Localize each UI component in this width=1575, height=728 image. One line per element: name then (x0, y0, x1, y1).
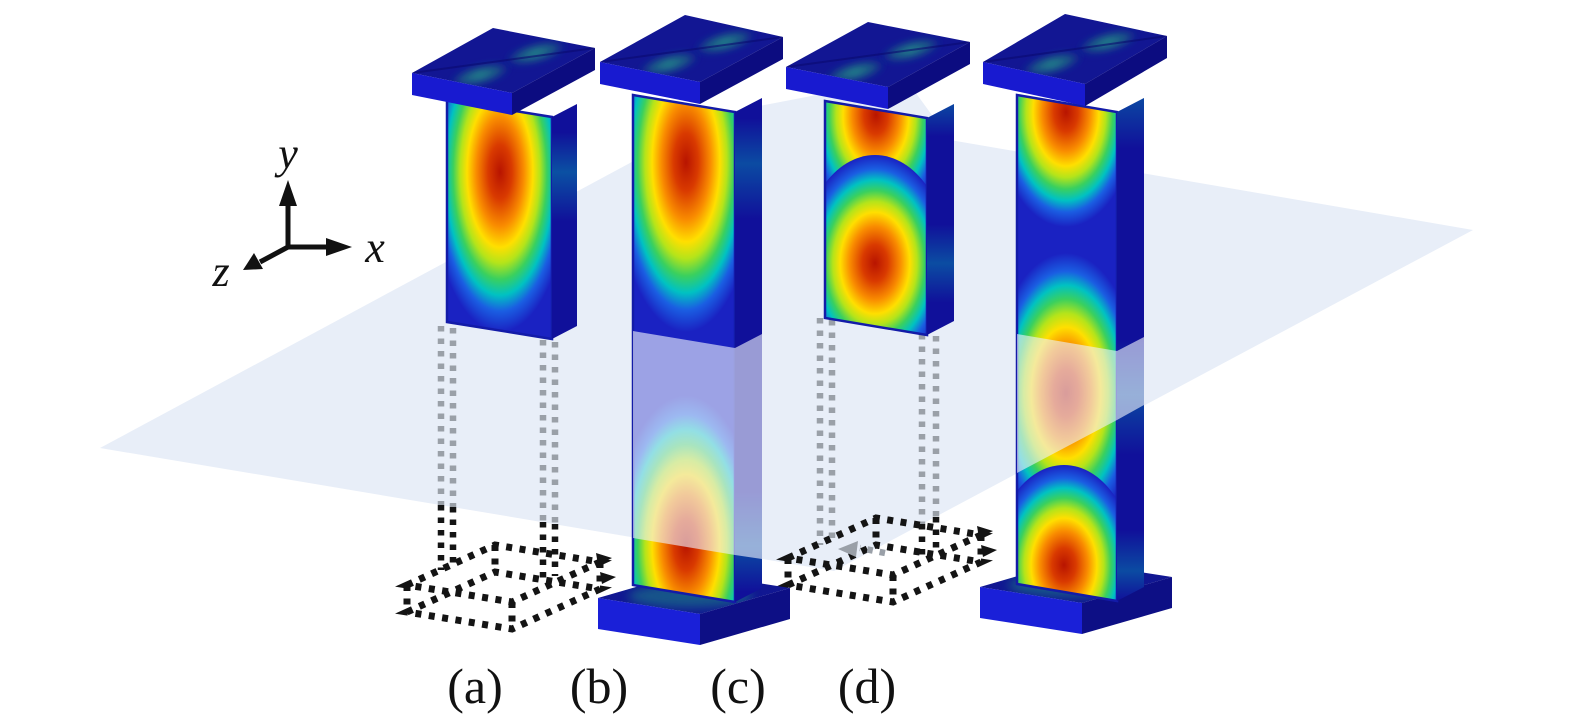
plane-overlay-on-b (633, 331, 762, 559)
top-plate-d (983, 14, 1167, 106)
panel-caption-a: (a) (447, 658, 503, 714)
pillar-c-body (823, 99, 954, 337)
pillar-a (412, 28, 595, 341)
axis-label-x: x (364, 223, 385, 272)
dashed-base-outline-a (395, 541, 612, 633)
axis-label-y: y (274, 129, 298, 178)
panel-caption-b: (b) (570, 658, 628, 714)
pillar-d (980, 14, 1172, 634)
arrow-marks-c (838, 526, 997, 557)
projection-lines-c (816, 318, 940, 558)
pillar-c (786, 22, 970, 337)
top-plate-c (786, 22, 970, 109)
pillar-b (598, 15, 790, 645)
top-plate-b (600, 15, 783, 104)
cut-plane (100, 78, 1473, 571)
mode-face-a (447, 100, 552, 339)
mode-face-c (825, 101, 927, 335)
panel-caption-c: (c) (710, 658, 766, 714)
panel-caption-d: (d) (838, 658, 896, 714)
arrow-marks-a (596, 553, 616, 584)
plane-overlay-on-d (1017, 334, 1144, 473)
projection-lines-a (437, 326, 559, 578)
pillar-a-body (445, 98, 577, 341)
top-plate-a (412, 28, 595, 115)
axis-label-z: z (211, 247, 229, 296)
axis-gizmo (243, 180, 352, 270)
